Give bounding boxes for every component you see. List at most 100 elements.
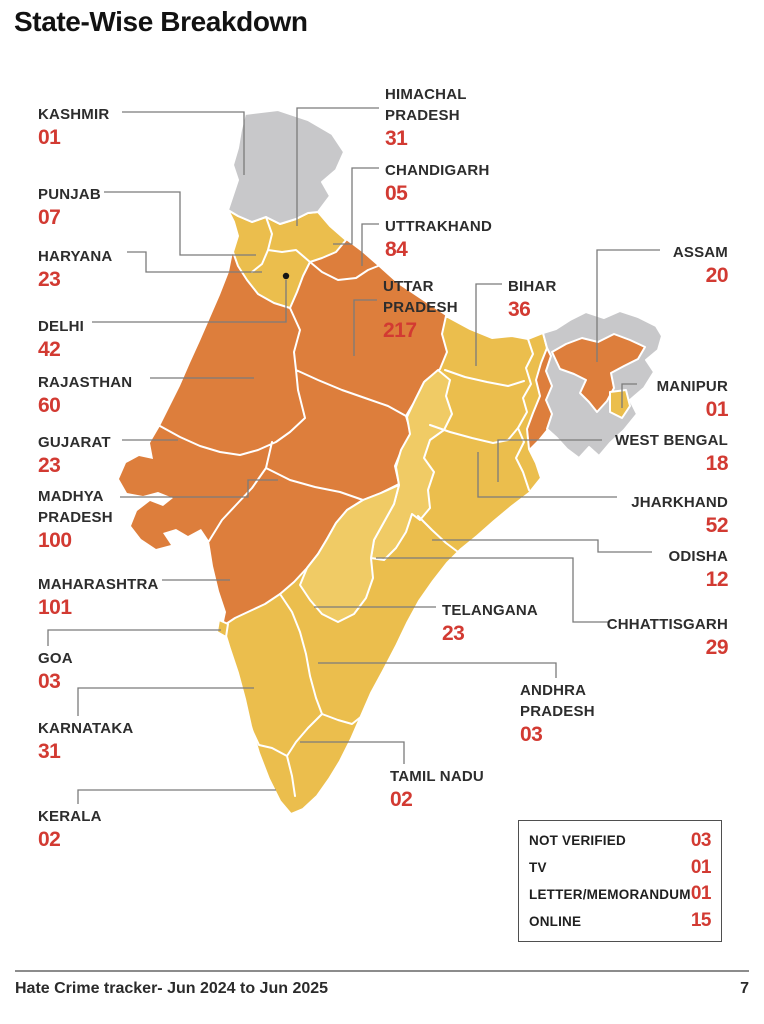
state-name: ASSAM [672,244,728,261]
legend-row: ONLINE 15 [529,910,712,932]
leader-uttar-pradesh [353,299,377,356]
state-name: JHARKHAND [631,494,728,511]
state-label-odisha: ODISHA 12 [668,546,728,591]
legend-value: 01 [690,883,712,905]
state-name: KARNATAKA [38,720,134,737]
state-value: 84 [385,238,408,261]
state-label-kashmir: KASHMIR 01 [38,104,109,149]
state-name: GOA [38,650,73,667]
leader-kashmir [122,111,245,175]
state-value: 31 [385,127,408,150]
state-value: 217 [383,319,417,342]
legend-label: ONLINE [529,913,582,929]
state-name: RAJASTHAN [38,374,133,391]
legend-label: LETTER/MEMORANDUM [529,886,691,902]
state-label-gujarat: GUJARAT 23 [38,432,111,477]
leader-himachal [296,107,379,226]
state-name: TELANGANA [442,602,538,619]
legend-box: NOT VERIFIED 03 TV 01 LETTER/MEMORANDUM … [518,820,722,942]
legend-row: NOT VERIFIED 03 [529,829,712,852]
state-name: HIMACHAL PRADESH [385,86,467,124]
legend-label: TV [529,860,547,876]
leader-odisha [432,539,652,553]
state-value: 03 [38,670,61,693]
state-value: 23 [38,268,61,291]
state-name: CHANDIGARH [385,162,490,179]
state-label-goa: GOA 03 [38,648,73,693]
legend-value: 15 [690,910,712,932]
state-value: 23 [442,622,465,645]
state-value: 18 [705,452,729,475]
legend-row: TV 01 [529,856,712,879]
state-value: 31 [38,740,61,763]
state-value: 07 [38,206,61,229]
state-name: KERALA [38,808,102,825]
state-label-punjab: PUNJAB 07 [38,184,101,229]
state-value: 20 [705,264,729,287]
page-title: State-Wise Breakdown [14,6,308,37]
leader-west-bengal [497,439,602,482]
state-value: 100 [38,529,72,552]
region-manipur [609,389,631,419]
state-value: 02 [38,828,61,851]
state-name: PUNJAB [38,186,101,203]
leader-chhattisgarh [376,557,608,623]
delhi-marker [282,272,290,280]
leader-bihar [475,283,502,366]
legend-row: LETTER/MEMORANDUM 01 [529,883,712,905]
state-label-uttrakhand: UTTRAKHAND 84 [385,216,492,261]
leader-goa [47,629,221,646]
state-label-haryana: HARYANA 23 [38,246,112,291]
leader-chandigarh [333,167,379,245]
state-label-chhattisgarh: CHHATTISGARH 29 [606,614,729,659]
state-name: MAHARASHTRA [38,576,159,593]
region-goa [216,619,229,638]
state-value: 42 [38,338,61,361]
state-label-jharkhand: JHARKHAND 52 [631,492,728,537]
state-label-chandigarh: CHANDIGARH 05 [385,160,490,205]
state-value: 23 [38,454,61,477]
state-label-assam: ASSAM 20 [672,242,729,287]
state-name: HARYANA [38,248,113,265]
state-label-maharashtra: MAHARASHTRA 101 [38,574,159,619]
state-value: 01 [705,398,729,421]
state-name: KASHMIR [38,106,110,123]
state-value: 01 [38,126,61,149]
state-name: WEST BENGAL [614,432,728,449]
leader-assam [596,249,660,362]
leader-uttrakhand [361,223,379,266]
state-label-karnataka: KARNATAKA 31 [38,718,133,763]
footer-text: Hate Crime tracker- Jun 2024 to Jun 2025 [15,980,329,997]
state-name: UTTAR PRADESH [383,278,458,316]
state-name: BIHAR [508,278,557,295]
state-label-manipur: MANIPUR 01 [656,376,729,421]
state-label-andhra-pradesh: ANDHRA PRADESH 03 [520,680,595,746]
state-label-madhya-pradesh: MADHYA PRADESH 100 [38,486,113,552]
leader-punjab [104,191,256,256]
state-value: 36 [508,298,531,321]
state-name: ODISHA [668,548,728,565]
leader-haryana [127,251,262,273]
leader-karnataka [77,687,254,716]
legend-value: 03 [690,829,712,851]
region-assam [551,333,646,413]
leader-jharkhand [477,452,617,498]
state-label-rajasthan: RAJASTHAN 60 [38,372,132,417]
leader-kerala [77,789,276,804]
state-value: 101 [38,596,72,619]
state-name: MANIPUR [656,378,728,395]
state-label-west-bengal: WEST BENGAL 18 [614,430,729,475]
state-label-telangana: TELANGANA 23 [442,600,538,645]
state-name: CHHATTISGARH [606,616,728,633]
state-name: ANDHRA PRADESH [520,682,595,720]
state-value: 02 [390,788,413,811]
legend-label: NOT VERIFIED [529,833,626,849]
state-label-delhi: DELHI 42 [38,316,84,361]
state-name: MADHYA PRADESH [38,488,113,526]
region-kashmir-gray [227,109,345,225]
legend-value: 01 [690,856,712,878]
state-name: UTTRAKHAND [385,218,492,235]
page-number: 7 [740,980,749,997]
state-value: 29 [705,636,729,659]
